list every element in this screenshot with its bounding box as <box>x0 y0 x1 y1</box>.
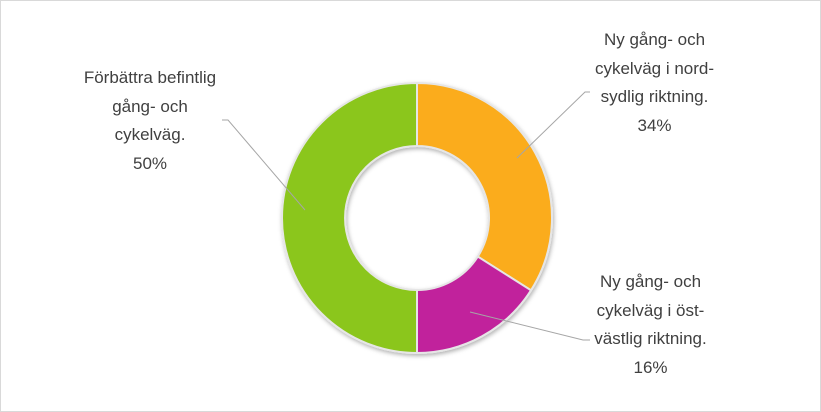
category-label: Ny gång- och cykelväg i öst-västlig rikt… <box>594 272 707 348</box>
category-label: Ny gång- och cykelväg i nord-sydlig rikt… <box>594 30 715 106</box>
leader-line <box>516 91 590 159</box>
value-label: 34% <box>637 115 672 135</box>
value-label: 16% <box>633 357 668 377</box>
category-label: Förbättra befintlig gång- och cykelväg. <box>83 68 217 144</box>
data-label: Ny gång- och cykelväg i nord-sydlig rikt… <box>592 26 717 140</box>
data-label: Ny gång- och cykelväg i öst-västlig rikt… <box>578 268 723 382</box>
leader-line <box>222 119 306 211</box>
donut-slice <box>281 81 418 355</box>
leader-line <box>469 311 590 341</box>
data-label: Förbättra befintlig gång- och cykelväg. … <box>80 64 220 178</box>
donut-slice <box>416 81 553 292</box>
value-label: 50% <box>132 153 168 173</box>
